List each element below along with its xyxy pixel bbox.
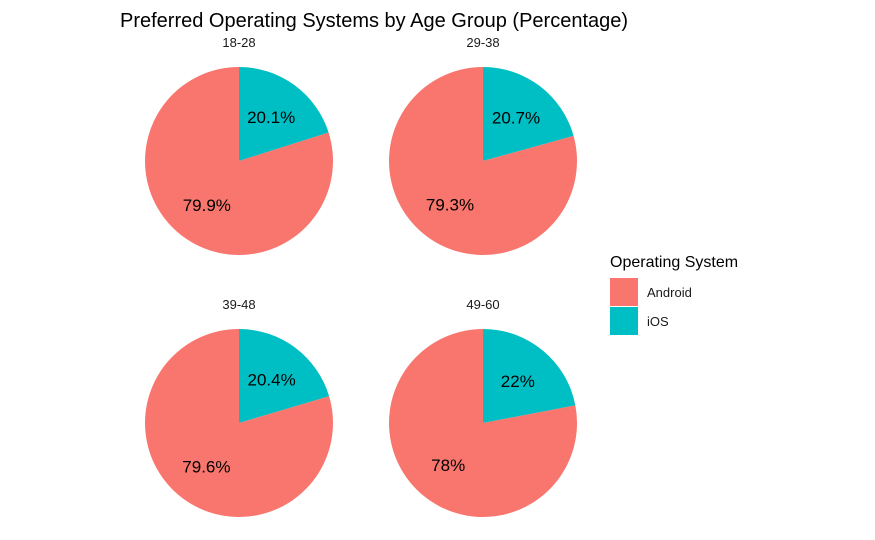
slice-data-label: 79.9% bbox=[183, 196, 231, 215]
legend-key-ios bbox=[610, 307, 638, 335]
slice-data-label: 79.3% bbox=[426, 195, 474, 214]
legend-label-android: Android bbox=[647, 285, 692, 300]
pie-facet: 49-60 22% 78% bbox=[389, 297, 578, 518]
slice-data-label: 78% bbox=[431, 456, 465, 475]
slice-data-label: 20.7% bbox=[492, 109, 540, 128]
pie-facet: 39-48 20.4% 79.6% bbox=[144, 297, 333, 517]
pie-slice-android bbox=[389, 67, 578, 255]
facet-label: 39-48 bbox=[222, 297, 255, 312]
pie-facet: 18-28 20.1% 79.9% bbox=[145, 35, 334, 255]
pie-slice-ios bbox=[239, 329, 330, 423]
pie-slice-ios bbox=[239, 67, 329, 161]
facet-label: 18-28 bbox=[222, 35, 255, 50]
pie-slice-ios bbox=[483, 67, 574, 161]
legend-label-ios: iOS bbox=[647, 314, 669, 329]
pie-slice-ios bbox=[483, 329, 576, 423]
legend-key-android bbox=[610, 278, 638, 306]
facet-label: 29-38 bbox=[466, 35, 499, 50]
legend: Operating System Android iOS bbox=[610, 254, 738, 335]
pie-slice-android bbox=[389, 329, 578, 518]
slice-data-label: 22% bbox=[501, 372, 535, 391]
chart-title: Preferred Operating Systems by Age Group… bbox=[120, 10, 628, 32]
pie-facet: 29-38 20.7% 79.3% bbox=[389, 35, 578, 255]
pie-slice-android bbox=[145, 67, 334, 255]
slice-data-label: 20.4% bbox=[247, 370, 295, 389]
slice-data-label: 20.1% bbox=[247, 108, 295, 127]
slice-data-label: 79.6% bbox=[182, 458, 230, 477]
pie-slice-android bbox=[144, 329, 333, 517]
legend-title: Operating System bbox=[610, 254, 738, 271]
facet-label: 49-60 bbox=[466, 297, 499, 312]
